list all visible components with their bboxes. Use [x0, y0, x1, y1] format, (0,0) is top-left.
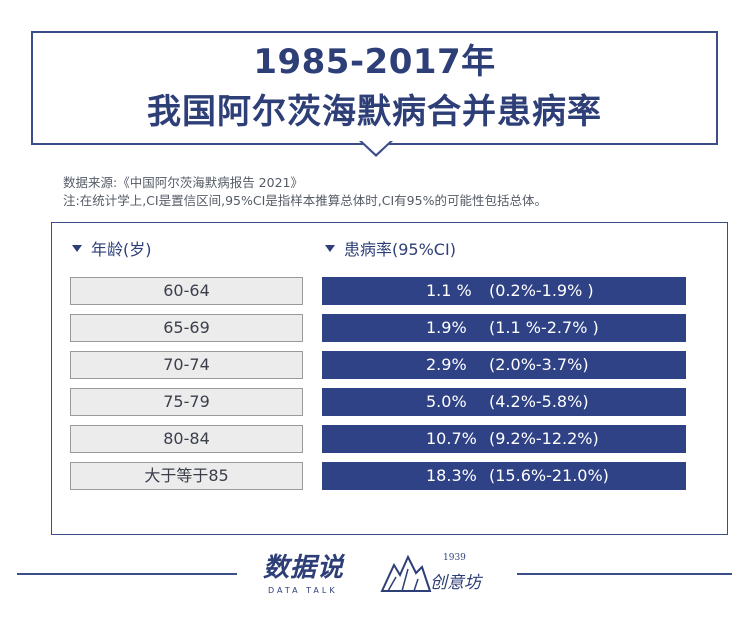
age-cell: 80-84: [70, 425, 303, 453]
rate-cell: 18.3% (15.6%-21.0%): [322, 462, 686, 490]
rate-ci: (15.6%-21.0%): [489, 466, 609, 485]
title-pointer-inner: [362, 141, 390, 154]
triangle-down-icon: [72, 245, 82, 252]
note-text: 注:在统计学上,CI是置信区间,95%CI是指样本推算总体时,CI有95%的可能…: [63, 193, 547, 208]
column-header-age-label: 年龄(岁): [91, 240, 152, 259]
footer-divider-left: [17, 573, 237, 575]
rate-value: 10.7%: [426, 429, 477, 448]
age-cell: 大于等于85: [70, 462, 303, 490]
column-header-rate-label: 患病率(95%CI): [344, 240, 456, 259]
source-text: 数据来源:《中国阿尔茨海默病报告 2021》: [63, 175, 303, 190]
rate-value: 5.0%: [426, 392, 467, 411]
rate-value: 1.1 %: [426, 281, 472, 300]
title-line-1: 1985-2017年: [253, 42, 496, 82]
title-line-2: 我国阿尔茨海默病合并患病率: [147, 92, 602, 132]
rate-value: 18.3%: [426, 466, 477, 485]
age-cell: 70-74: [70, 351, 303, 379]
age-cell: 60-64: [70, 277, 303, 305]
rate-ci: (9.2%-12.2%): [489, 429, 599, 448]
logo-text: 创意坊: [430, 573, 481, 593]
logo-year: 1939: [443, 553, 466, 563]
triangle-down-icon: [325, 245, 335, 252]
rate-ci: (1.1 %-2.7% ): [489, 318, 599, 337]
data-talk-logo-sub: DATA TALK: [268, 586, 338, 595]
footer-divider-right: [517, 573, 732, 575]
rate-cell: 5.0% (4.2%-5.8%): [322, 388, 686, 416]
age-cell: 75-79: [70, 388, 303, 416]
rate-ci: (4.2%-5.8%): [489, 392, 589, 411]
column-header-rate: 患病率(95%CI): [325, 239, 456, 261]
column-header-age: 年龄(岁): [72, 239, 152, 261]
age-cell: 65-69: [70, 314, 303, 342]
rate-cell: 1.9% (1.1 %-2.7% ): [322, 314, 686, 342]
rate-cell: 10.7% (9.2%-12.2%): [322, 425, 686, 453]
rate-cell: 2.9% (2.0%-3.7%): [322, 351, 686, 379]
rate-value: 2.9%: [426, 355, 467, 374]
rate-ci: (0.2%-1.9% ): [489, 281, 594, 300]
rate-ci: (2.0%-3.7%): [489, 355, 589, 374]
mountain-logo-icon: [380, 554, 432, 592]
rate-cell: 1.1 % (0.2%-1.9% ): [322, 277, 686, 305]
rate-value: 1.9%: [426, 318, 467, 337]
data-talk-logo: 数据说: [263, 553, 345, 583]
title-box: 1985-2017年 我国阿尔茨海默病合并患病率: [31, 31, 718, 145]
